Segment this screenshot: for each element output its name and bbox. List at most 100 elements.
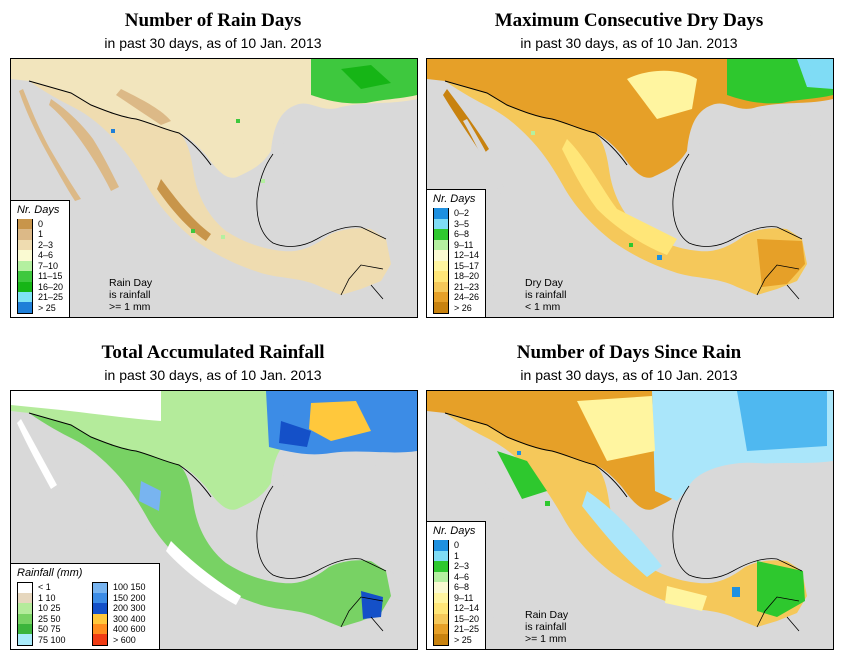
legend-label: 15–20 bbox=[454, 613, 480, 624]
legend-column-left: < 1 1 10 10 25 25 50 50 75 75 100 bbox=[17, 581, 78, 646]
legend-label: 21–25 bbox=[454, 624, 480, 635]
panel-total-rainfall: Total Accumulated Rainfall in past 30 da… bbox=[8, 332, 418, 652]
panel-days-since-rain: Number of Days Since Rain in past 30 day… bbox=[424, 332, 834, 652]
legend-swatch bbox=[433, 208, 449, 219]
note-line: < 1 mm bbox=[525, 301, 561, 313]
legend-label: 150 200 bbox=[113, 592, 146, 603]
legend-label: 200 300 bbox=[113, 603, 146, 614]
legend-label: 0–2 bbox=[454, 208, 470, 219]
legend-swatch bbox=[17, 218, 33, 229]
legend-label: 12–14 bbox=[454, 250, 480, 261]
definition-note: Dry Day is rainfall < 1 mm bbox=[525, 277, 566, 313]
panel-title: Number of Days Since Rain bbox=[516, 342, 742, 363]
panel-subtitle: in past 30 days, as of 10 Jan. 2013 bbox=[104, 367, 322, 383]
legend-label: 11–15 bbox=[38, 271, 63, 282]
legend-swatch bbox=[92, 603, 108, 614]
legend-label: 2–3 bbox=[454, 561, 470, 572]
legend-swatch bbox=[92, 624, 108, 635]
legend-label: 50 75 bbox=[38, 624, 61, 635]
legend-days-since-rain: Nr. Days 0 1 2–3 4–6 6–8 9–11 12–14 15–2… bbox=[427, 521, 487, 649]
legend-label: 75 100 bbox=[38, 634, 66, 645]
legend-swatch bbox=[17, 239, 33, 250]
legend-swatch bbox=[433, 582, 449, 593]
legend-label: 100 150 bbox=[113, 582, 146, 593]
panel-dry-days: Maximum Consecutive Dry Days in past 30 … bbox=[424, 0, 834, 320]
map-days-since-rain: Nr. Days 0 1 2–3 4–6 6–8 9–11 12–14 15–2… bbox=[426, 390, 834, 650]
legend-swatch bbox=[17, 302, 33, 314]
legend-swatch bbox=[433, 561, 449, 572]
legend-label: 4–6 bbox=[38, 250, 54, 261]
legend-column-right: 100 150 150 200 200 300 300 400 400 600 … bbox=[92, 581, 153, 646]
legend-label: 21–25 bbox=[38, 292, 64, 303]
legend-label: < 1 bbox=[38, 582, 51, 593]
legend-label: 16–20 bbox=[38, 281, 64, 292]
legend-swatch bbox=[17, 260, 33, 271]
legend-swatch bbox=[92, 581, 108, 593]
legend-label: 12–14 bbox=[454, 603, 480, 614]
map-rain-days: Nr. Days 0 1 2–3 4–6 7–10 11–15 16–20 21… bbox=[10, 58, 418, 318]
legend-label: 3–5 bbox=[454, 218, 470, 229]
legend-label: 24–26 bbox=[454, 292, 480, 303]
definition-note: Rain Day is rainfall >= 1 mm bbox=[525, 609, 568, 645]
legend-rain-days: Nr. Days 0 1 2–3 4–6 7–10 11–15 16–20 21… bbox=[11, 199, 71, 317]
note-line: >= 1 mm bbox=[525, 633, 567, 645]
legend-label: 10 25 bbox=[38, 603, 61, 614]
legend-swatch bbox=[433, 571, 449, 582]
legend-label: 9–11 bbox=[454, 239, 474, 250]
map-dry-days: Nr. Days 0–2 3–5 6–8 9–11 12–14 15–17 18… bbox=[426, 58, 834, 318]
legend-swatch bbox=[17, 603, 33, 614]
legend-swatch bbox=[92, 592, 108, 603]
legend-swatch bbox=[433, 229, 449, 240]
legend-label: 1 bbox=[38, 229, 44, 240]
panel-title: Number of Rain Days bbox=[124, 10, 302, 31]
legend-swatch bbox=[433, 624, 449, 635]
legend-label: 21–23 bbox=[454, 281, 480, 292]
legend-label: > 25 bbox=[38, 302, 56, 313]
panel-subtitle: in past 30 days, as of 10 Jan. 2013 bbox=[520, 35, 738, 51]
legend-swatch bbox=[17, 250, 33, 261]
legend-label: 0 bbox=[454, 540, 460, 551]
note-line: Dry Day bbox=[525, 277, 563, 289]
legend-swatch bbox=[433, 218, 449, 229]
legend-swatch bbox=[17, 581, 33, 593]
legend-swatch bbox=[433, 634, 449, 646]
panel-subtitle: in past 30 days, as of 10 Jan. 2013 bbox=[104, 35, 322, 51]
note-line: is rainfall bbox=[525, 621, 567, 633]
legend-label: > 25 bbox=[454, 634, 472, 645]
note-line: >= 1 mm bbox=[109, 301, 151, 313]
panel-title: Total Accumulated Rainfall bbox=[101, 342, 325, 363]
panel-subtitle: in past 30 days, as of 10 Jan. 2013 bbox=[520, 367, 738, 383]
legend-label: 15–17 bbox=[454, 260, 480, 271]
legend-swatch bbox=[433, 281, 449, 292]
legend-label: > 26 bbox=[454, 302, 472, 313]
legend-swatch bbox=[17, 271, 33, 282]
legend-label: 18–20 bbox=[454, 271, 480, 282]
legend-label: 6–8 bbox=[454, 582, 470, 593]
legend-title: Nr. Days bbox=[17, 203, 60, 216]
legend-swatch bbox=[433, 603, 449, 614]
legend-swatch bbox=[17, 613, 33, 624]
legend-swatch bbox=[433, 613, 449, 624]
panel-title: Maximum Consecutive Dry Days bbox=[494, 10, 764, 31]
legend-swatch bbox=[433, 292, 449, 303]
legend-swatch bbox=[92, 613, 108, 624]
legend-rainfall: Rainfall (mm) < 1 1 10 10 25 25 50 50 75… bbox=[11, 563, 160, 649]
legend-swatch bbox=[433, 271, 449, 282]
legend-swatch bbox=[433, 250, 449, 261]
legend-swatch bbox=[433, 302, 449, 314]
map-total-rainfall: Rainfall (mm) < 1 1 10 10 25 25 50 50 75… bbox=[10, 390, 418, 650]
legend-swatch bbox=[17, 592, 33, 603]
legend-title: Nr. Days bbox=[433, 525, 476, 537]
legend-label: 4–6 bbox=[454, 571, 470, 582]
legend-title: Rainfall (mm) bbox=[17, 567, 83, 579]
legend-swatch bbox=[17, 634, 33, 646]
note-line: Rain Day bbox=[109, 277, 153, 289]
legend-swatch bbox=[433, 592, 449, 603]
legend-label: 0 bbox=[38, 218, 44, 229]
map-image bbox=[11, 59, 417, 317]
legend-label: 400 600 bbox=[113, 624, 146, 635]
legend-label: 300 400 bbox=[113, 613, 146, 624]
legend-label: > 600 bbox=[113, 634, 136, 645]
panel-rain-days: Number of Rain Days in past 30 days, as … bbox=[8, 0, 418, 320]
legend-swatch bbox=[433, 239, 449, 250]
